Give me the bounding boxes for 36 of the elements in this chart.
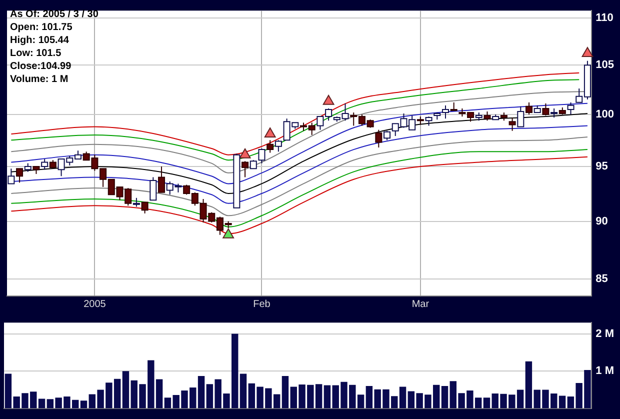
- bar: [558, 396, 566, 408]
- y-tick-label: 90: [596, 215, 608, 228]
- line-series: [10, 102, 588, 184]
- x-tick-label: 2005: [84, 298, 106, 310]
- x-tick-label: Feb: [253, 298, 271, 310]
- bar: [38, 398, 46, 408]
- line-series: [10, 112, 588, 194]
- bar: [399, 386, 406, 408]
- bar: [441, 386, 448, 408]
- bar: [122, 371, 130, 408]
- annotation: As Of: 2005 / 3 / 30: [10, 8, 98, 21]
- bar: [282, 376, 289, 408]
- annotation: High: 105.44: [10, 34, 70, 47]
- y-tick-label: 110: [596, 12, 614, 24]
- line-series: [10, 149, 588, 228]
- bar: [324, 385, 331, 408]
- y-tick-label: 95: [596, 160, 608, 173]
- bar: [483, 398, 490, 408]
- point: [222, 228, 234, 238]
- annotation: Low: 101.5: [10, 47, 62, 60]
- line-series: [10, 136, 588, 216]
- x-tick-label: Mar: [412, 298, 430, 310]
- annotation: Volume: 1 M: [10, 73, 70, 86]
- annotation: Open: 101.75: [10, 21, 74, 34]
- y-tick-label: 2 M: [596, 328, 614, 340]
- y-tick-label: 1 M: [596, 365, 614, 378]
- point: [582, 47, 594, 58]
- bar: [80, 400, 88, 408]
- y-tick-label: 105: [596, 59, 614, 72]
- point: [239, 148, 251, 158]
- y-tick-label: 85: [596, 273, 608, 286]
- y-tick-label: 100: [596, 108, 614, 121]
- point: [264, 127, 276, 138]
- point: [322, 94, 334, 105]
- bar: [240, 374, 247, 408]
- annotation: Close:104.99: [10, 60, 72, 73]
